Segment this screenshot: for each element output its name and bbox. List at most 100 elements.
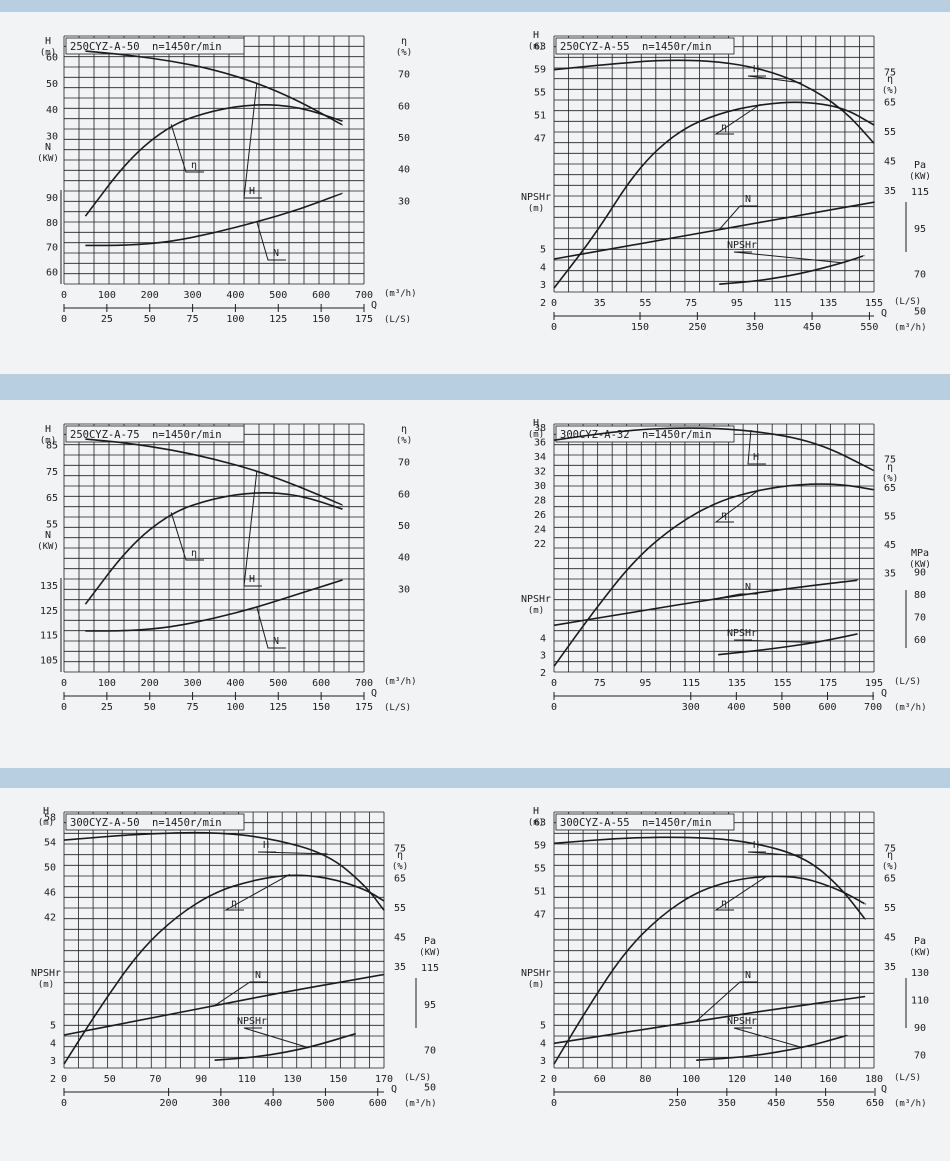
curve-npshr xyxy=(719,254,865,285)
curve-label: N xyxy=(273,636,279,647)
left-tick-label: 51 xyxy=(534,887,546,898)
curve-h xyxy=(553,427,875,472)
left-tick-label: 3 xyxy=(540,651,546,662)
curve-eta xyxy=(553,875,866,1065)
x-tick-label: 160 xyxy=(819,1074,837,1085)
right-axis-label: η xyxy=(397,850,403,861)
right-tick-label: 110 xyxy=(911,995,929,1006)
left-tick-label: 50 xyxy=(44,862,56,873)
speed-label: n=1450r/min xyxy=(642,429,712,441)
x-axis-unit-secondary: (L/S) xyxy=(384,315,411,325)
curve-label: H xyxy=(249,574,255,585)
curve-eta xyxy=(553,483,875,667)
x-tick-label: 700 xyxy=(355,678,373,689)
x-axis-unit: (L/S) xyxy=(894,297,921,307)
left-axis-unit: (m) xyxy=(528,430,544,440)
right-tick-label: 50 xyxy=(398,521,410,532)
left-tick-label: 34 xyxy=(534,452,546,463)
x-axis-unit-secondary: (m³/h) xyxy=(894,323,927,333)
x-secondary-tick-label: 300 xyxy=(212,1098,230,1109)
left-tick-label: 59 xyxy=(534,65,546,76)
curve-h xyxy=(553,59,875,144)
right-tick-label: 75 xyxy=(394,844,406,855)
x-tick-label: 95 xyxy=(639,678,651,689)
x-tick-label: 115 xyxy=(682,678,700,689)
left-axis-label: H xyxy=(533,806,539,817)
curve-label: NPSHr xyxy=(237,1016,267,1027)
curve-npshr xyxy=(718,633,858,656)
x-secondary-tick-label: 50 xyxy=(144,314,156,325)
curve-n xyxy=(85,192,344,247)
curve-eta xyxy=(84,492,344,605)
x-tick-label: 130 xyxy=(284,1074,302,1085)
left-axis-unit: (m) xyxy=(38,980,54,990)
curve-label: η xyxy=(191,160,197,171)
left-axis-label: H xyxy=(43,806,49,817)
right-tick-label: 40 xyxy=(398,165,410,176)
curve-leader-line xyxy=(170,512,204,561)
x-secondary-tick-label: 0 xyxy=(551,702,557,713)
x-secondary-tick-label: 550 xyxy=(860,322,878,333)
x-tick-label: 110 xyxy=(238,1074,256,1085)
curve-eta xyxy=(63,874,385,1065)
left-tick-label: 26 xyxy=(534,510,546,521)
right-axis-unit: (KW) xyxy=(909,172,931,182)
right-axis-label: Pa xyxy=(424,936,436,947)
left-axis-label: H xyxy=(45,424,51,435)
x-secondary-tick-label: 0 xyxy=(551,1098,557,1109)
curve-leader-line xyxy=(214,981,268,1007)
curve-leader-line xyxy=(243,470,262,587)
x-secondary-tick-label: 50 xyxy=(144,702,156,713)
x-tick-label: 200 xyxy=(141,290,159,301)
left-axis-label: H xyxy=(45,36,51,47)
x-secondary-tick-label: 75 xyxy=(187,702,199,713)
x-axis-symbol: Q xyxy=(371,300,377,311)
right-tick-label: 70 xyxy=(914,270,926,281)
left-tick-label: 63 xyxy=(534,42,546,53)
curve-label: H xyxy=(753,840,759,851)
x-axis-symbol: Q xyxy=(881,308,887,319)
left-tick-label: 115 xyxy=(40,631,58,642)
x-tick-label: 195 xyxy=(865,678,883,689)
x-tick-label: 140 xyxy=(774,1074,792,1085)
speed-label: n=1450r/min xyxy=(152,817,222,829)
speed-label: n=1450r/min xyxy=(152,429,222,441)
right-axis-label: η xyxy=(887,74,893,85)
left-tick-label: 65 xyxy=(46,493,58,504)
x-tick-label: 135 xyxy=(819,298,837,309)
curve-leader-line xyxy=(170,124,204,173)
pump-chart-300cyz-a-50: 300CYZ-A-50 n=1450r/min H (m) 58 54 50 46 42 NPSH… xyxy=(18,798,443,1148)
left-tick-label: 22 xyxy=(534,539,546,550)
title-box xyxy=(555,813,735,831)
right-tick-label: 90 xyxy=(914,1023,926,1034)
x-tick-label: 400 xyxy=(226,678,244,689)
left-tick-label: 90 xyxy=(46,193,58,204)
x-secondary-tick-label: 550 xyxy=(817,1098,835,1109)
left-tick-label: 5 xyxy=(50,1021,56,1032)
left-tick-label: 85 xyxy=(46,440,58,451)
right-axis-label: η xyxy=(887,462,893,473)
right-axis-unit: (KW) xyxy=(909,948,931,958)
right-tick-label: 50 xyxy=(398,133,410,144)
x-tick-label: 35 xyxy=(594,298,606,309)
curve-leader-line xyxy=(224,873,291,911)
title-box xyxy=(65,37,245,55)
left-axis-unit: (m) xyxy=(40,48,56,58)
x-secondary-tick-label: 450 xyxy=(803,322,821,333)
curve-label: H xyxy=(753,452,759,463)
curve-label: η xyxy=(721,898,727,909)
right-tick-label: 70 xyxy=(914,1050,926,1061)
left-tick-label: 38 xyxy=(534,423,546,434)
x-secondary-tick-label: 600 xyxy=(818,702,836,713)
curve-leader-line xyxy=(747,75,802,84)
x-secondary-tick-label: 400 xyxy=(727,702,745,713)
title-box xyxy=(65,813,245,831)
x-secondary-tick-label: 0 xyxy=(61,314,67,325)
title-box xyxy=(555,37,735,55)
x-secondary-tick-label: 175 xyxy=(355,314,373,325)
curve-leader-line xyxy=(714,103,761,135)
x-tick-label: 75 xyxy=(594,678,606,689)
left-tick-label: 3 xyxy=(540,1056,546,1067)
left-axis-unit: (m) xyxy=(528,818,544,828)
right-tick-label: 60 xyxy=(398,101,410,112)
